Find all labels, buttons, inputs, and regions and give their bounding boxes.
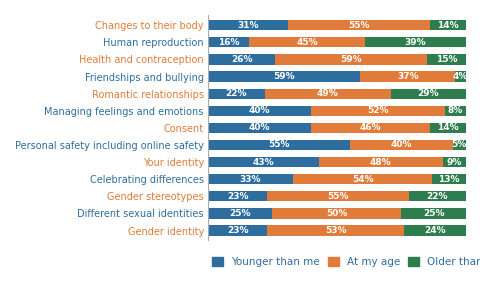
Text: 23%: 23% xyxy=(227,192,248,201)
Text: 49%: 49% xyxy=(316,89,338,98)
Text: 8%: 8% xyxy=(447,106,462,115)
Bar xyxy=(208,174,292,184)
Bar xyxy=(267,225,403,236)
Bar xyxy=(429,123,465,133)
Text: 14%: 14% xyxy=(436,21,457,30)
Bar xyxy=(208,225,267,236)
Text: 25%: 25% xyxy=(229,209,251,218)
Text: 25%: 25% xyxy=(422,209,444,218)
Text: 55%: 55% xyxy=(268,140,289,149)
Bar xyxy=(208,20,288,30)
Text: 24%: 24% xyxy=(423,226,445,235)
Bar xyxy=(432,174,465,184)
Text: 37%: 37% xyxy=(396,72,418,81)
Text: 48%: 48% xyxy=(369,158,391,167)
Text: 50%: 50% xyxy=(325,209,347,218)
Text: 4%: 4% xyxy=(452,72,468,81)
Bar xyxy=(403,225,465,236)
Bar xyxy=(267,191,408,201)
Bar xyxy=(408,191,465,201)
Bar xyxy=(442,157,465,167)
Bar xyxy=(288,20,429,30)
Text: 40%: 40% xyxy=(248,124,270,132)
Bar xyxy=(390,89,465,99)
Text: 45%: 45% xyxy=(296,38,317,47)
Bar xyxy=(292,174,432,184)
Bar xyxy=(208,106,311,116)
Text: 53%: 53% xyxy=(324,226,346,235)
Text: 22%: 22% xyxy=(426,192,447,201)
Bar xyxy=(208,140,349,150)
Bar xyxy=(360,71,455,82)
Text: 52%: 52% xyxy=(367,106,388,115)
Text: 29%: 29% xyxy=(417,89,438,98)
Bar xyxy=(264,89,390,99)
Text: 40%: 40% xyxy=(390,140,411,149)
Text: 14%: 14% xyxy=(436,124,457,132)
Text: 59%: 59% xyxy=(273,72,294,81)
Text: 59%: 59% xyxy=(339,55,361,64)
Text: 46%: 46% xyxy=(359,124,381,132)
Bar xyxy=(275,54,426,65)
Bar xyxy=(208,208,272,219)
Bar xyxy=(208,54,275,65)
Text: 54%: 54% xyxy=(351,175,372,184)
Text: 23%: 23% xyxy=(227,226,248,235)
Bar xyxy=(364,37,465,47)
Bar xyxy=(272,208,400,219)
Bar xyxy=(349,140,452,150)
Text: 43%: 43% xyxy=(252,158,274,167)
Text: 39%: 39% xyxy=(404,38,425,47)
Text: 55%: 55% xyxy=(348,21,369,30)
Text: 15%: 15% xyxy=(435,55,456,64)
Text: 31%: 31% xyxy=(237,21,258,30)
Bar xyxy=(318,157,442,167)
Text: 33%: 33% xyxy=(240,175,261,184)
Text: 16%: 16% xyxy=(217,38,239,47)
Text: 26%: 26% xyxy=(230,55,252,64)
Text: 40%: 40% xyxy=(248,106,270,115)
Bar xyxy=(455,71,465,82)
Bar xyxy=(249,37,364,47)
Text: 9%: 9% xyxy=(445,158,461,167)
Bar xyxy=(208,71,360,82)
Legend: Younger than me, At my age, Older than me: Younger than me, At my age, Older than m… xyxy=(208,253,480,271)
Text: 5%: 5% xyxy=(451,140,466,149)
Text: 22%: 22% xyxy=(225,89,247,98)
Bar xyxy=(208,123,311,133)
Bar xyxy=(311,123,429,133)
Bar xyxy=(208,191,267,201)
Bar xyxy=(444,106,465,116)
Bar xyxy=(208,37,249,47)
Bar xyxy=(452,140,465,150)
Bar xyxy=(400,208,465,219)
Bar xyxy=(208,89,264,99)
Bar xyxy=(311,106,444,116)
Text: 13%: 13% xyxy=(437,175,459,184)
Text: 55%: 55% xyxy=(327,192,348,201)
Bar xyxy=(429,20,465,30)
Bar xyxy=(208,157,318,167)
Bar xyxy=(426,54,465,65)
